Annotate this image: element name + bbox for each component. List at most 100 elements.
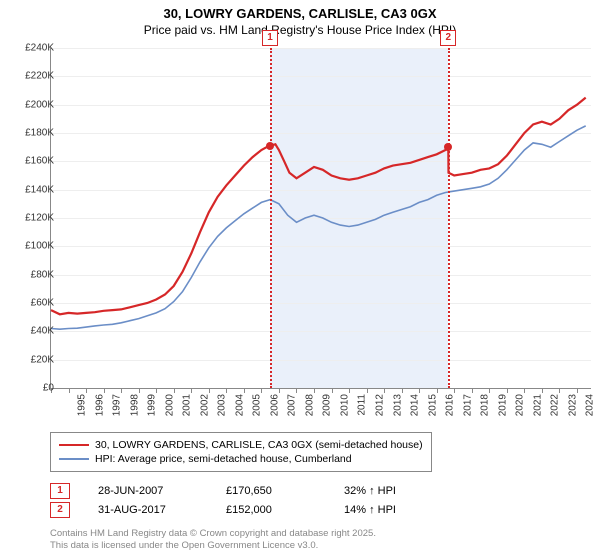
y-axis-label: £120K — [8, 213, 54, 224]
y-axis-label: £160K — [8, 156, 54, 167]
x-tick — [209, 388, 210, 393]
x-axis-label: 2004 — [234, 394, 245, 416]
x-tick — [314, 388, 315, 393]
x-tick — [156, 388, 157, 393]
legend: 30, LOWRY GARDENS, CARLISLE, CA3 0GX (se… — [50, 432, 432, 472]
sale-marker-line — [270, 48, 272, 388]
x-axis-label: 2017 — [462, 394, 473, 416]
x-tick — [244, 388, 245, 393]
x-tick — [226, 388, 227, 393]
x-axis-label: 2013 — [392, 394, 403, 416]
sale-date: 31-AUG-2017 — [98, 504, 198, 516]
y-axis-label: £140K — [8, 184, 54, 195]
sale-marker-line — [448, 48, 450, 388]
sale-delta: 32% ↑ HPI — [344, 485, 444, 497]
x-axis-label: 2019 — [497, 394, 508, 416]
x-axis-label: 2008 — [304, 394, 315, 416]
x-axis-label: 2002 — [199, 394, 210, 416]
x-axis-label: 2022 — [550, 394, 561, 416]
sale-badge: 1 — [50, 483, 70, 499]
y-axis-label: £20K — [8, 354, 54, 365]
sale-row: 2 31-AUG-2017 £152,000 14% ↑ HPI — [50, 502, 444, 518]
x-tick — [507, 388, 508, 393]
x-axis-label: 2021 — [532, 394, 543, 416]
x-axis-label: 2010 — [339, 394, 350, 416]
footer-attribution: Contains HM Land Registry data © Crown c… — [50, 528, 376, 552]
x-tick — [174, 388, 175, 393]
x-tick — [454, 388, 455, 393]
sale-price: £152,000 — [226, 504, 316, 516]
y-axis-label: £220K — [8, 71, 54, 82]
x-axis-label: 2012 — [374, 394, 385, 416]
y-axis-label: £60K — [8, 298, 54, 309]
legend-item: 30, LOWRY GARDENS, CARLISLE, CA3 0GX (se… — [59, 439, 423, 451]
x-tick — [261, 388, 262, 393]
x-tick — [472, 388, 473, 393]
x-axis-label: 2007 — [287, 394, 298, 416]
x-tick — [402, 388, 403, 393]
legend-item: HPI: Average price, semi-detached house,… — [59, 453, 423, 465]
x-axis-label: 2015 — [427, 394, 438, 416]
sale-marker-badge: 2 — [440, 30, 456, 46]
footer-line-1: Contains HM Land Registry data © Crown c… — [50, 528, 376, 540]
x-axis-label: 1999 — [146, 394, 157, 416]
x-tick — [577, 388, 578, 393]
x-axis-label: 2003 — [217, 394, 228, 416]
x-tick — [524, 388, 525, 393]
sale-date: 28-JUN-2007 — [98, 485, 198, 497]
x-axis-label: 2005 — [252, 394, 263, 416]
x-axis-label: 1998 — [129, 394, 140, 416]
x-tick — [121, 388, 122, 393]
x-axis-label: 2014 — [409, 394, 420, 416]
x-axis-label: 2023 — [567, 394, 578, 416]
x-tick — [279, 388, 280, 393]
price-line — [51, 98, 586, 315]
x-tick — [489, 388, 490, 393]
x-tick — [419, 388, 420, 393]
x-axis-label: 1997 — [111, 394, 122, 416]
x-tick — [104, 388, 105, 393]
sale-dot — [444, 143, 452, 151]
sale-marker-badge: 1 — [262, 30, 278, 46]
sale-delta: 14% ↑ HPI — [344, 504, 444, 516]
y-axis-label: £200K — [8, 99, 54, 110]
x-axis-label: 1995 — [76, 394, 87, 416]
sale-badge: 2 — [50, 502, 70, 518]
x-axis-label: 2006 — [269, 394, 280, 416]
chart-title: 30, LOWRY GARDENS, CARLISLE, CA3 0GX — [0, 0, 600, 23]
y-axis-label: £180K — [8, 128, 54, 139]
legend-swatch — [59, 444, 89, 446]
y-axis-label: £0 — [8, 383, 54, 394]
x-axis-label: 2011 — [356, 394, 367, 416]
x-axis-label: 1996 — [94, 394, 105, 416]
chart-container: 30, LOWRY GARDENS, CARLISLE, CA3 0GX Pri… — [0, 0, 600, 560]
chart-subtitle: Price paid vs. HM Land Registry's House … — [0, 23, 600, 41]
sale-dot — [266, 142, 274, 150]
x-axis-label: 2024 — [585, 394, 596, 416]
legend-label: HPI: Average price, semi-detached house,… — [95, 453, 352, 465]
y-axis-label: £80K — [8, 269, 54, 280]
x-tick — [296, 388, 297, 393]
x-tick — [191, 388, 192, 393]
line-series — [51, 48, 591, 388]
plot-area: 12 — [50, 48, 591, 389]
x-tick — [139, 388, 140, 393]
sales-table: 1 28-JUN-2007 £170,650 32% ↑ HPI 2 31-AUG-201… — [50, 480, 444, 521]
y-axis-label: £240K — [8, 43, 54, 54]
x-tick — [332, 388, 333, 393]
x-tick — [349, 388, 350, 393]
x-tick — [559, 388, 560, 393]
x-axis-label: 2000 — [164, 394, 175, 416]
x-tick — [367, 388, 368, 393]
sale-row: 1 28-JUN-2007 £170,650 32% ↑ HPI — [50, 483, 444, 499]
x-axis-label: 2009 — [322, 394, 333, 416]
x-tick — [542, 388, 543, 393]
sale-price: £170,650 — [226, 485, 316, 497]
legend-label: 30, LOWRY GARDENS, CARLISLE, CA3 0GX (se… — [95, 439, 423, 451]
x-axis-label: 2020 — [515, 394, 526, 416]
x-tick — [384, 388, 385, 393]
footer-line-2: This data is licensed under the Open Gov… — [50, 540, 376, 552]
x-tick — [437, 388, 438, 393]
x-tick — [69, 388, 70, 393]
legend-swatch — [59, 458, 89, 460]
